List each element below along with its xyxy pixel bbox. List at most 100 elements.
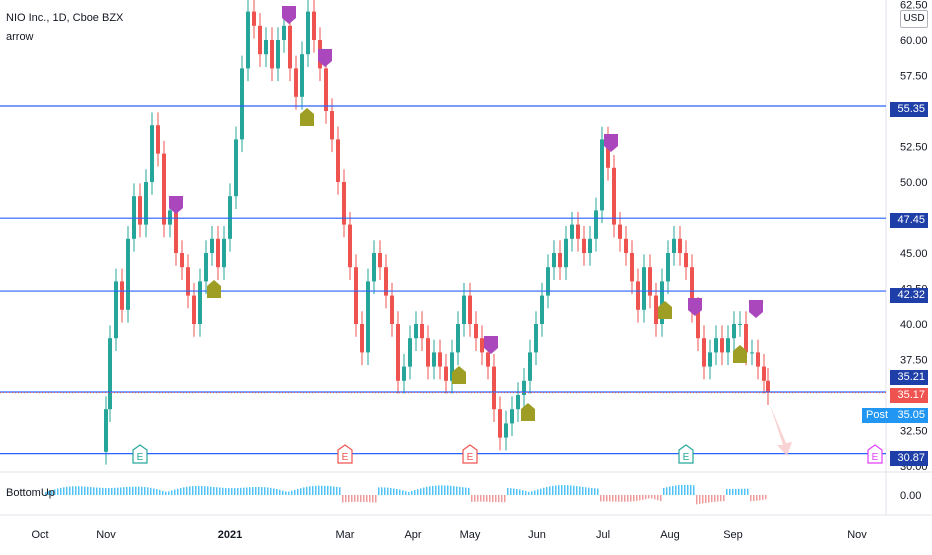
histogram-bar (744, 488, 746, 495)
histogram-bar (708, 495, 710, 503)
candle-body (240, 68, 244, 140)
histogram-bar (168, 491, 170, 495)
histogram-bar (186, 486, 188, 495)
candle-body (258, 25, 262, 55)
candle-body (276, 40, 280, 69)
histogram-bar (756, 495, 758, 501)
histogram-bar (333, 486, 335, 495)
candle-body (690, 267, 694, 310)
histogram-bar (735, 488, 737, 495)
histogram-bar (300, 488, 302, 495)
candle-body (552, 253, 556, 268)
earnings-marker-letter: E (872, 452, 879, 463)
candle-body (594, 210, 598, 239)
histogram-bar (693, 485, 695, 495)
histogram-bar (525, 490, 527, 495)
histogram-bar (252, 487, 254, 495)
candle-body (228, 196, 232, 239)
candle-body (132, 196, 136, 239)
histogram-bar (354, 495, 356, 502)
price-tick-label: 57.50 (900, 71, 928, 83)
histogram-bar (270, 487, 272, 495)
histogram-bar (720, 495, 722, 502)
histogram-bar (483, 495, 485, 502)
histogram-bar (99, 487, 101, 495)
histogram-bar (120, 487, 122, 495)
histogram-bar (183, 487, 185, 495)
histogram-bar (438, 485, 440, 495)
down-arrow-marker (318, 49, 332, 67)
histogram-bar (654, 495, 656, 500)
histogram-bar (717, 495, 719, 502)
price-tick-label: 60.00 (900, 35, 928, 47)
candle-body (744, 324, 748, 353)
time-tick-label: Apr (404, 529, 421, 541)
histogram-bar (213, 486, 215, 495)
histogram-bar (582, 486, 584, 495)
level-badge-35-21: 35.21 (890, 370, 928, 385)
histogram-bar (45, 492, 47, 495)
candle-body (198, 281, 202, 324)
histogram-bar (657, 495, 659, 501)
candle-body (408, 338, 412, 367)
post-market-label: Post (862, 408, 893, 423)
time-tick-label: Mar (336, 529, 355, 541)
currency-button[interactable]: USD (900, 10, 928, 28)
histogram-bar (645, 495, 647, 500)
histogram-bar (405, 491, 407, 495)
candle-body (282, 25, 286, 40)
histogram-bar (306, 486, 308, 495)
candle-body (384, 267, 388, 296)
histogram-bar (237, 487, 239, 495)
histogram-bar (144, 486, 146, 495)
bottomup-legend[interactable]: BottomUp (6, 487, 55, 499)
candle-body (582, 238, 586, 253)
histogram-bar (642, 495, 644, 500)
down-arrow-marker (484, 336, 498, 354)
histogram-bar (81, 486, 83, 495)
histogram-bar (189, 486, 191, 495)
histogram-bar (384, 487, 386, 495)
indicator-legend[interactable]: arrow (6, 31, 34, 43)
histogram-bar (432, 485, 434, 495)
histogram-bar (63, 487, 65, 495)
histogram-bar (387, 487, 389, 495)
histogram-bar (627, 495, 629, 502)
histogram-bar (171, 490, 173, 495)
histogram-bar (600, 495, 602, 502)
candle-body (766, 380, 770, 393)
histogram-bar (546, 487, 548, 495)
price-tick-label: 45.00 (900, 248, 928, 260)
histogram-bar (357, 495, 359, 502)
histogram-bar (390, 487, 392, 495)
histogram-bar (402, 490, 404, 495)
histogram-bar (177, 488, 179, 495)
candle-body (108, 338, 112, 410)
candle-body (738, 324, 742, 325)
histogram-bar (585, 487, 587, 495)
candle-body (168, 210, 172, 225)
histogram-bar (408, 491, 410, 495)
histogram-bar (273, 488, 275, 495)
histogram-bar (630, 495, 632, 502)
candle-body (522, 380, 526, 395)
histogram-bar (465, 487, 467, 495)
histogram-bar (195, 485, 197, 495)
histogram-bar (219, 487, 221, 495)
histogram-bar (732, 488, 734, 495)
symbol-legend[interactable]: NIO Inc., 1D, Cboe BZX (6, 12, 124, 24)
histogram-bar (249, 487, 251, 495)
candle-body (324, 68, 328, 111)
histogram-bar (522, 490, 524, 495)
histogram-bar (276, 489, 278, 495)
histogram-bar (246, 487, 248, 495)
histogram-bar (243, 487, 245, 495)
candle-body (732, 324, 736, 339)
histogram-bar (324, 485, 326, 495)
candle-body (756, 352, 760, 367)
earnings-marker (867, 444, 883, 464)
time-tick-label: 2021 (218, 529, 242, 541)
histogram-bar (207, 486, 209, 495)
